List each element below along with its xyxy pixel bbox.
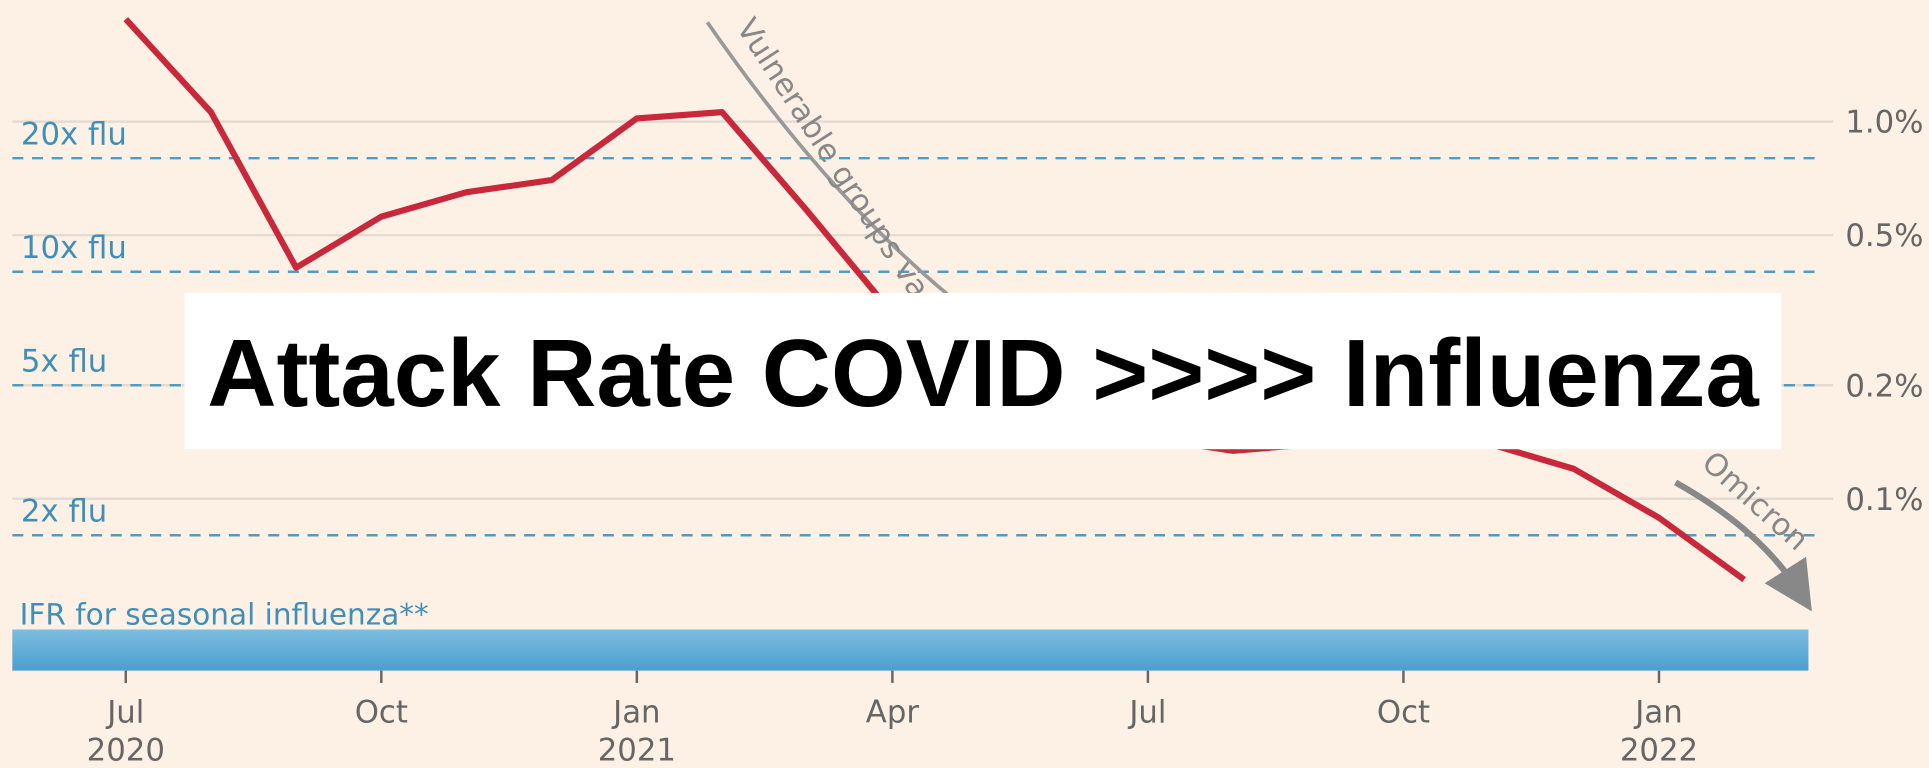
annotation-arrow <box>1674 479 1812 612</box>
chart-title: Attack Rate COVID >>>> Influenza <box>207 320 1759 427</box>
reference-label: 2x flu <box>21 494 107 530</box>
title-box <box>184 292 1782 450</box>
reference-label: 10x flu <box>21 230 127 266</box>
x-tick-label: Jan <box>1633 694 1682 730</box>
flu-band-label: IFR for seasonal influenza** <box>20 598 429 632</box>
x-tick-label: Oct <box>355 694 408 730</box>
flu-band <box>12 629 1809 671</box>
reference-label: 20x flu <box>21 117 127 153</box>
x-tick-label: Jan <box>611 694 660 730</box>
x-tick-year: 2022 <box>1620 732 1698 768</box>
x-tick-year: 2020 <box>87 732 165 768</box>
x-tick-label: Jul <box>105 694 144 730</box>
x-tick-label: Jul <box>1127 694 1166 730</box>
x-tick-label: Oct <box>1377 694 1430 730</box>
x-tick-year: 2021 <box>598 732 676 768</box>
reference-label: 5x flu <box>21 344 107 380</box>
y-tick-label: 0.1% <box>1845 482 1923 518</box>
y-tick-label: 0.5% <box>1845 218 1923 254</box>
y-tick-label: 0.2% <box>1845 368 1923 404</box>
y-tick-label: 1.0% <box>1845 105 1923 141</box>
x-tick-label: Apr <box>866 694 920 730</box>
annotation-arrow <box>705 21 974 316</box>
